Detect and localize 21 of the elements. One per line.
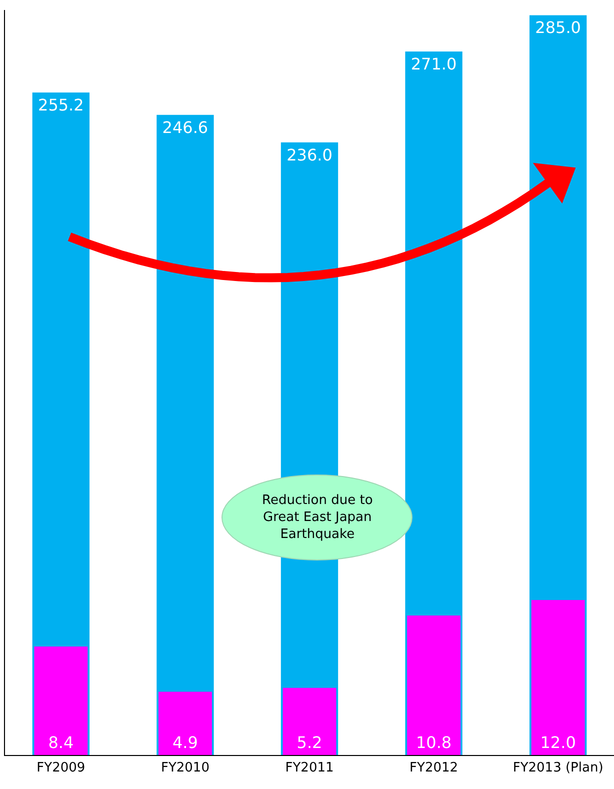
bar bbox=[407, 616, 461, 755]
x-tick-label: FY2011 bbox=[285, 760, 334, 776]
data-label: 236.0 bbox=[286, 145, 332, 164]
data-label: 8.4 bbox=[48, 733, 74, 752]
bar bbox=[158, 692, 212, 755]
bar bbox=[282, 688, 336, 755]
data-label: 271.0 bbox=[410, 54, 457, 74]
x-tick-label: FY2012 bbox=[410, 760, 458, 776]
bar bbox=[531, 600, 585, 755]
annotation: Reduction due to Great East Japan Earthquake bbox=[262, 493, 373, 542]
data-label: 246.6 bbox=[162, 118, 208, 137]
data-label: 255.2 bbox=[38, 96, 84, 115]
x-tick-label: FY2013 (Plan) bbox=[512, 760, 604, 776]
data-label: 10.8 bbox=[416, 733, 452, 752]
x-tick-label: FY2010 bbox=[160, 760, 210, 776]
data-label: 5.2 bbox=[296, 733, 322, 752]
bar bbox=[34, 646, 88, 755]
data-label: 285.0 bbox=[535, 18, 581, 38]
data-label: 4.9 bbox=[172, 733, 198, 752]
data-label: 12.0 bbox=[540, 733, 576, 752]
x-tick-label: FY2009 bbox=[36, 760, 86, 776]
